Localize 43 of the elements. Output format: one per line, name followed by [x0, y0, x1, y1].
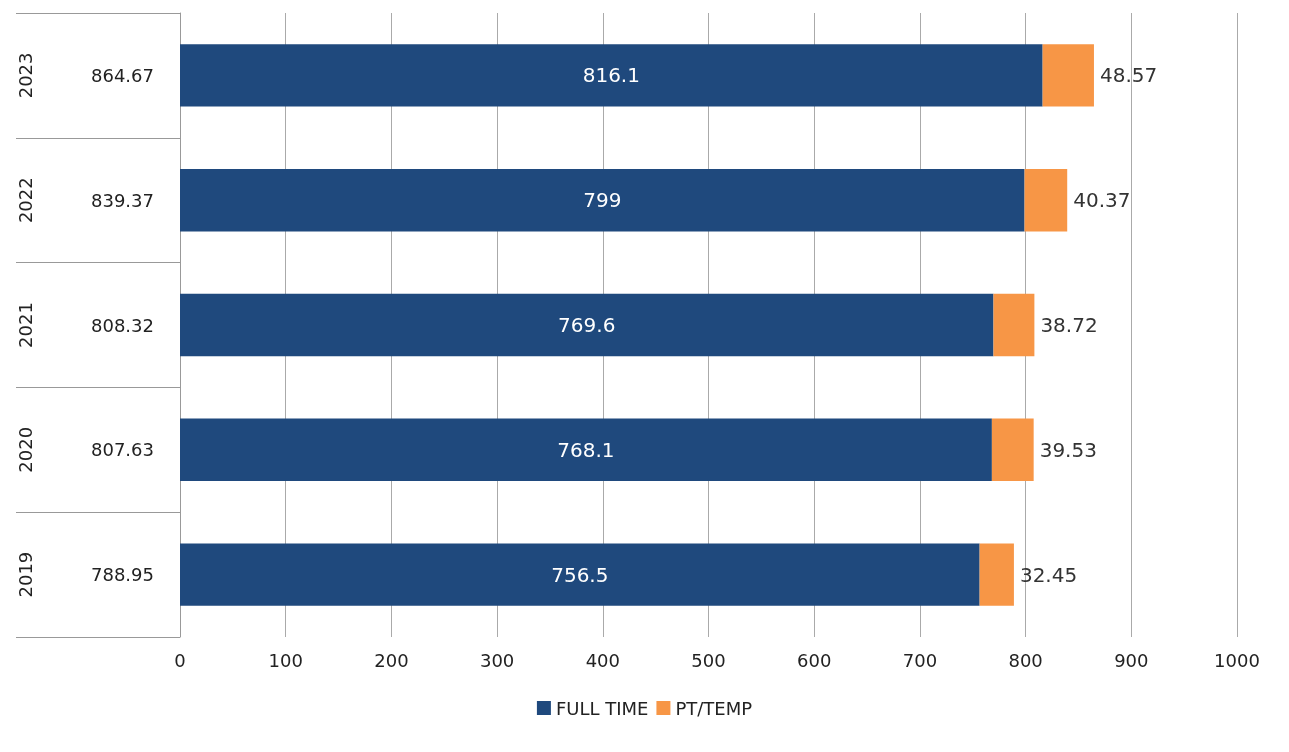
data-label: 38.72	[1040, 313, 1098, 337]
legend-label: PT/TEMP	[675, 697, 753, 719]
x-tick-label: 100	[268, 649, 303, 671]
data-label: 39.53	[1039, 437, 1097, 462]
data-label: 32.45	[1019, 562, 1078, 587]
total-label: 864.67	[91, 64, 154, 86]
data-label: 768.1	[557, 437, 615, 462]
x-tick-label: 700	[902, 649, 938, 671]
bar	[979, 543, 1014, 606]
x-tick-label: 900	[1114, 649, 1149, 671]
x-tick-label: 800	[1008, 649, 1043, 671]
y-tick-label: 2020	[14, 426, 36, 473]
data-label: 769.6	[558, 313, 616, 337]
bar	[1024, 169, 1068, 232]
bar	[180, 44, 1043, 107]
total-label: 788.95	[91, 564, 154, 586]
bar	[991, 418, 1034, 481]
data-label: 756.5	[551, 562, 609, 587]
x-tick-label: 600	[797, 649, 832, 671]
bar	[180, 543, 980, 606]
bar	[993, 293, 1035, 357]
x-tick-label: 500	[691, 649, 726, 671]
total-label: 839.37	[91, 189, 154, 211]
data-label: 40.37	[1073, 188, 1131, 213]
total-label: 808.32	[91, 314, 154, 336]
y-tick-label: 2022	[14, 177, 36, 224]
x-tick-label: 300	[479, 649, 515, 671]
y-tick-label: 2023	[14, 52, 36, 99]
legend-label: FULL TIME	[555, 697, 649, 719]
y-tick-label: 2021	[14, 302, 36, 348]
x-tick-label: 200	[374, 649, 409, 671]
bar	[1042, 44, 1094, 107]
x-tick-label: 1000	[1214, 649, 1260, 671]
total-label: 807.63	[91, 439, 154, 461]
data-label: 48.57	[1099, 63, 1158, 88]
bar	[180, 169, 1025, 232]
y-tick-label: 2019	[14, 551, 36, 598]
x-tick-label: 400	[585, 649, 620, 671]
bar	[180, 418, 992, 481]
data-label: 816.1	[582, 63, 640, 88]
bar	[180, 293, 994, 357]
data-label: 799	[583, 188, 622, 213]
x-tick-label: 0	[174, 649, 186, 671]
